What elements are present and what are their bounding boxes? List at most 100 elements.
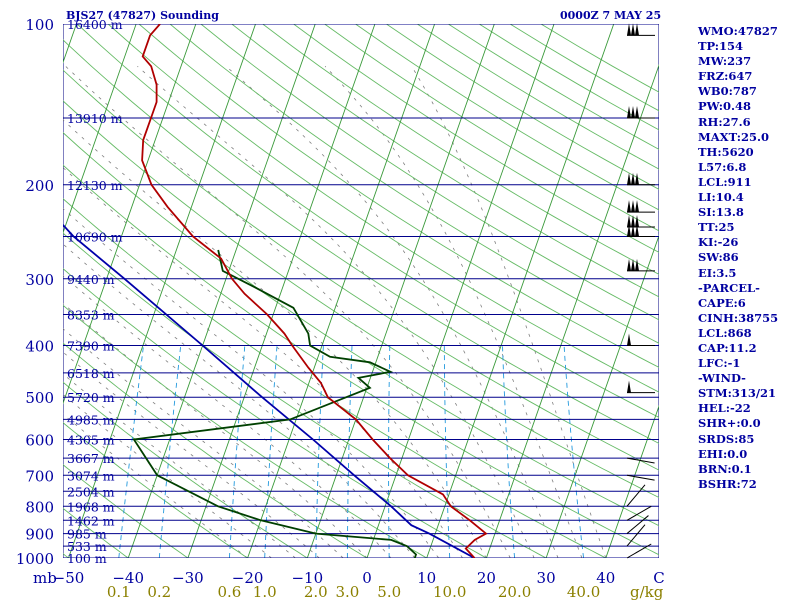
parcel-trace xyxy=(63,223,475,558)
wind-barb xyxy=(627,215,655,228)
stat-line: SI:13.8 xyxy=(698,205,744,220)
wind-barb xyxy=(627,200,655,213)
wind-barb xyxy=(627,172,655,186)
stat-line: CAPE:6 xyxy=(698,295,746,310)
temperature-tick-label: −30 xyxy=(172,569,204,587)
height-label: 100 m xyxy=(67,551,107,566)
stat-line: FRZ:647 xyxy=(698,69,753,84)
stat-line: TH:5620 xyxy=(698,144,754,159)
mixing-ratio-label: 2.0 xyxy=(304,583,328,600)
stat-line: PW:0.48 xyxy=(698,99,752,114)
stat-line: -PARCEL- xyxy=(698,280,760,295)
stat-line: LFC:-1 xyxy=(698,356,741,371)
moist-adiabat-line xyxy=(63,167,463,558)
pressure-tick-label: 600 xyxy=(25,432,54,450)
isotherm-line xyxy=(247,24,436,558)
moist-adiabat-line xyxy=(137,65,535,558)
mixing-ratio-label: 5.0 xyxy=(377,583,401,600)
isotherm-line xyxy=(485,63,659,558)
height-label: 12130 m xyxy=(67,178,123,193)
mixing-ratio-label: 0.1 xyxy=(107,583,131,600)
stat-line: SW:86 xyxy=(698,250,739,265)
temperature-tick-label: C xyxy=(653,569,664,587)
moist-adiabat-line xyxy=(63,351,320,558)
isotherm-line xyxy=(306,24,495,558)
height-label: 13910 m xyxy=(67,111,123,126)
stat-line: SRDS:85 xyxy=(698,431,755,446)
stat-line: LCL:911 xyxy=(698,174,752,189)
wind-barb xyxy=(627,106,655,119)
stat-line: KI:-26 xyxy=(698,235,739,250)
stat-line: SHR+:0.0 xyxy=(698,416,761,431)
temperature-tick-label: −50 xyxy=(53,569,85,587)
stat-line: CINH:38755 xyxy=(698,310,779,325)
mixing-ratio-label: 0.2 xyxy=(147,583,171,600)
moist-adiabat-line xyxy=(65,66,511,558)
moist-adiabat-line xyxy=(63,328,344,558)
mixing-ratio-label: 20.0 xyxy=(498,583,531,600)
height-label: 3667 m xyxy=(67,451,115,466)
stat-line: CAP:11.2 xyxy=(698,340,757,355)
stability-indices-panel: WMO:47827 TP:154 MW:237 FRZ:647 WB0:787 PW:0.… xyxy=(698,24,798,492)
temperature-tick-label: 30 xyxy=(537,569,556,587)
isotherm-line xyxy=(63,24,137,235)
height-label: 3074 m xyxy=(67,468,115,483)
mixing-ratio-unit-label: g/kg xyxy=(630,583,664,600)
height-label: 8353 m xyxy=(67,308,115,323)
stat-line: MAXT:25.0 xyxy=(698,129,769,144)
height-label: 985 m xyxy=(67,527,107,542)
height-label: 6518 m xyxy=(67,366,115,381)
moist-adiabat-line xyxy=(63,274,392,558)
stat-line: TT:25 xyxy=(698,220,735,235)
moist-adiabat-line xyxy=(63,373,296,558)
stat-line: TP:154 xyxy=(698,39,744,54)
stat-line: HEL:-22 xyxy=(698,401,751,416)
moist-adiabat-line xyxy=(63,119,487,558)
isotherm-line xyxy=(187,24,376,558)
stat-line: MW:237 xyxy=(698,54,752,69)
height-label: 1462 m xyxy=(67,513,115,528)
stat-line: WB0:787 xyxy=(698,84,757,99)
mixing-ratio-label: 10.0 xyxy=(433,583,466,600)
pressure-tick-label: 1000 xyxy=(16,550,54,568)
temperature-tick-label: 10 xyxy=(417,569,436,587)
isotherm-line xyxy=(605,404,659,558)
wind-barb xyxy=(626,515,649,534)
temperature-tick-label: 0 xyxy=(362,569,372,587)
temperature-tick-label: −40 xyxy=(112,569,144,587)
pressure-tick-label: 800 xyxy=(25,498,54,516)
stat-line: EI:3.5 xyxy=(698,265,737,280)
isotherm-line xyxy=(545,234,659,558)
wind-barb xyxy=(626,474,655,481)
observation-time: 0000Z 7 MAY 25 xyxy=(560,9,662,22)
wind-barb xyxy=(627,380,655,394)
pressure-tick-label: 100 xyxy=(25,16,54,34)
isotherm-line xyxy=(63,24,197,405)
height-label: 2504 m xyxy=(67,484,115,499)
wind-barb xyxy=(627,258,655,272)
height-label: 16400 m xyxy=(67,17,123,32)
isotherm-line xyxy=(366,24,555,558)
temperature-tick-label: 40 xyxy=(596,569,615,587)
wind-barb xyxy=(626,484,646,507)
stat-line: BSHR:72 xyxy=(698,476,757,491)
height-label: 10690 m xyxy=(67,229,123,244)
height-label: 533 m xyxy=(67,539,107,554)
pressure-tick-label: 900 xyxy=(25,526,54,544)
wind-barb xyxy=(627,333,655,347)
moist-adiabat-line xyxy=(324,66,583,558)
dewpoint-trace xyxy=(132,249,418,558)
mixing-ratio-label: 1.0 xyxy=(253,583,277,600)
stat-line: STM:313/21 xyxy=(698,386,777,401)
wind-barb xyxy=(627,224,655,237)
stat-line: RH:27.6 xyxy=(698,114,751,129)
wind-barb xyxy=(626,505,652,521)
isotherm-line xyxy=(426,24,615,558)
isotherm-line xyxy=(0,24,17,558)
isotherm-line xyxy=(68,24,256,558)
stat-line: LCL:868 xyxy=(698,325,752,340)
pressure-tick-label: 700 xyxy=(25,467,54,485)
height-label: 5720 m xyxy=(67,390,115,405)
dry-adiabat-line xyxy=(0,24,9,558)
